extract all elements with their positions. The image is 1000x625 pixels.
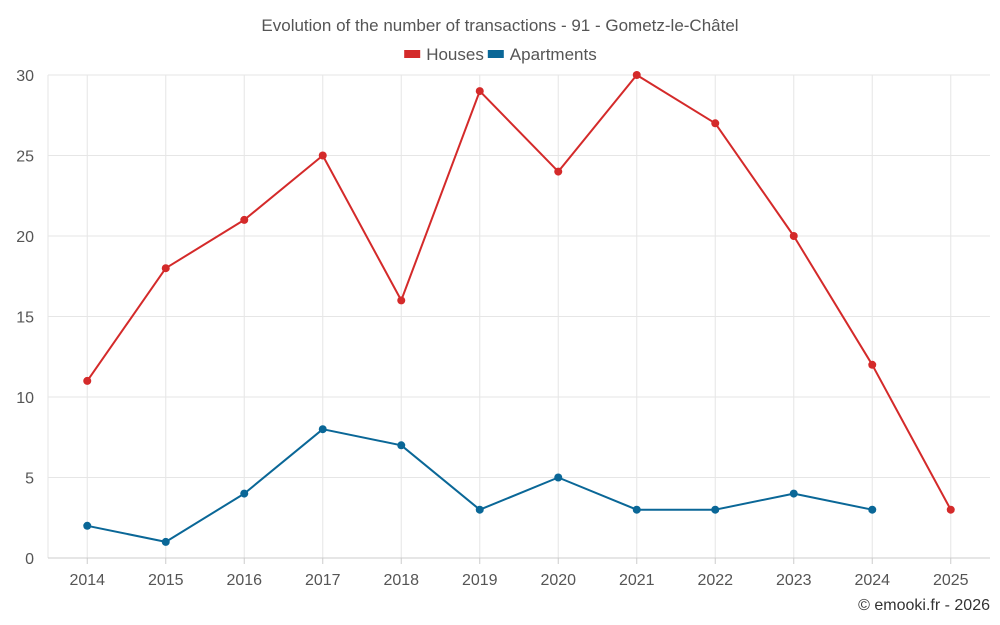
data-point-houses[interactable]: [946, 505, 955, 514]
data-point-houses[interactable]: [397, 296, 406, 305]
x-tick-label: 2022: [697, 572, 733, 589]
data-point-houses[interactable]: [475, 87, 484, 96]
series-layer: [83, 71, 955, 546]
y-tick-label: 25: [16, 149, 34, 166]
legend-item-houses[interactable]: Houses: [404, 45, 484, 64]
data-point-apartments[interactable]: [632, 505, 641, 514]
x-tick-label: 2016: [226, 572, 262, 589]
x-tick-label: 2014: [69, 572, 105, 589]
data-point-apartments[interactable]: [161, 537, 170, 546]
legend-label: Apartments: [510, 45, 597, 64]
data-point-houses[interactable]: [161, 264, 170, 273]
data-point-apartments[interactable]: [711, 505, 720, 514]
data-point-apartments[interactable]: [240, 489, 249, 498]
legend: Houses Apartments: [404, 45, 597, 64]
x-tick-label: 2019: [462, 572, 498, 589]
data-point-apartments[interactable]: [868, 505, 877, 514]
x-tick-label: 2015: [148, 572, 184, 589]
data-point-apartments[interactable]: [318, 425, 327, 434]
credit-text: © emooki.fr - 2026: [858, 597, 990, 614]
y-tick-label: 30: [16, 68, 34, 85]
x-tick-label: 2017: [305, 572, 341, 589]
x-tick-label: 2023: [776, 572, 812, 589]
data-point-houses[interactable]: [868, 360, 877, 369]
series-line-houses: [86, 74, 952, 511]
data-point-apartments[interactable]: [83, 521, 92, 530]
legend-swatch: [487, 50, 504, 58]
grid: [48, 74, 990, 558]
x-tick-label: 2024: [854, 572, 890, 589]
data-point-houses[interactable]: [318, 151, 327, 160]
x-tick-label: 2021: [619, 572, 655, 589]
x-tick-label: 2025: [933, 572, 969, 589]
data-point-houses[interactable]: [554, 167, 563, 176]
data-point-apartments[interactable]: [789, 489, 798, 498]
series-apartments: [83, 425, 877, 546]
legend-item-apartments[interactable]: Apartments: [487, 45, 597, 64]
data-point-houses[interactable]: [632, 71, 641, 79]
data-point-apartments[interactable]: [554, 473, 563, 482]
y-tick-label: 0: [25, 551, 34, 568]
data-point-houses[interactable]: [240, 215, 249, 224]
y-tick-label: 10: [16, 390, 34, 407]
legend-swatch: [404, 50, 421, 58]
data-point-apartments[interactable]: [397, 441, 406, 450]
legend-label: Houses: [426, 45, 484, 64]
y-tick-label: 5: [25, 471, 34, 488]
chart-title: Evolution of the number of transactions …: [261, 16, 738, 35]
data-point-houses[interactable]: [711, 119, 720, 128]
data-point-apartments[interactable]: [475, 505, 484, 514]
y-tick-label: 20: [16, 229, 34, 246]
x-tick-label: 2020: [540, 572, 576, 589]
x-tick-label: 2018: [383, 572, 419, 589]
series-houses: [83, 71, 955, 514]
data-point-houses[interactable]: [789, 232, 798, 240]
data-point-houses[interactable]: [83, 376, 92, 385]
y-tick-label: 15: [16, 310, 34, 327]
